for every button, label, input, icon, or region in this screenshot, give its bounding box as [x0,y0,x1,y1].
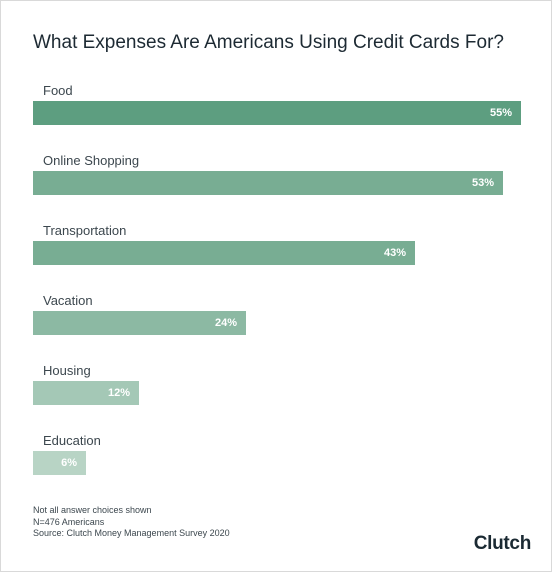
bar-value-label-transportation: 43% [383,247,406,259]
bar-value-label-online-shopping: 53% [471,177,494,189]
chart-notes: Not all answer choices shown N=476 Ameri… [33,505,230,540]
note-source: Source: Clutch Money Management Survey 2… [33,528,230,538]
note-sample-size: N=476 Americans [33,516,105,527]
bar-value-label-education: 6% [61,457,77,469]
clutch-logo-text: Clutch [473,533,532,554]
category-label-food: Food [43,83,73,98]
bar-food: 55% [33,101,521,125]
category-label-education: Education [43,433,101,448]
bar-chart: Food 55% Online Shopping 53% Transportation 4… [1,1,551,481]
clutch-logo: Clutch [473,533,532,555]
bar-transportation: 43% [33,241,415,265]
bar-education: 6% [33,451,86,475]
bar-online-shopping: 53% [33,171,503,195]
category-label-vacation: Vacation [43,293,93,308]
category-label-housing: Housing [43,363,91,378]
bar-vacation: 24% [33,311,246,335]
bar-value-label-vacation: 24% [214,317,237,329]
category-label-transportation: Transportation [43,223,127,238]
chart-title: What Expenses Are Americans Using Credit… [33,32,504,53]
bar-value-label-food: 55% [489,107,512,119]
bar-housing: 12% [33,381,139,405]
category-label-online-shopping: Online Shopping [43,153,140,168]
bar-value-label-housing: 12% [107,387,130,399]
note-choices: Not all answer choices shown [33,505,152,515]
